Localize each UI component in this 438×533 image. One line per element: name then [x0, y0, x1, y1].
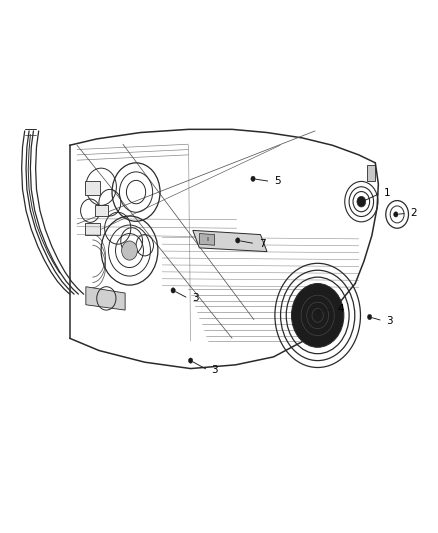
Circle shape [367, 314, 372, 320]
Bar [85, 223, 100, 235]
Text: 3: 3 [386, 316, 393, 326]
Text: 5: 5 [274, 176, 281, 187]
Circle shape [171, 288, 175, 293]
Bar [85, 181, 100, 195]
Circle shape [236, 238, 240, 243]
Text: 3: 3 [212, 365, 218, 375]
Circle shape [122, 241, 138, 260]
Circle shape [394, 212, 398, 217]
Polygon shape [199, 233, 215, 245]
Text: 3: 3 [192, 293, 198, 303]
Circle shape [357, 196, 366, 207]
Text: 4: 4 [337, 304, 344, 314]
Bar [95, 205, 108, 216]
Circle shape [360, 199, 364, 204]
Polygon shape [193, 230, 267, 252]
Text: 7: 7 [259, 239, 265, 248]
Circle shape [188, 358, 193, 364]
Bar [367, 165, 375, 181]
Circle shape [316, 309, 321, 314]
Text: II: II [207, 237, 210, 242]
Text: 2: 2 [410, 208, 417, 219]
Polygon shape [86, 287, 125, 310]
Circle shape [251, 176, 255, 181]
Text: 1: 1 [384, 188, 391, 198]
Circle shape [291, 284, 344, 348]
